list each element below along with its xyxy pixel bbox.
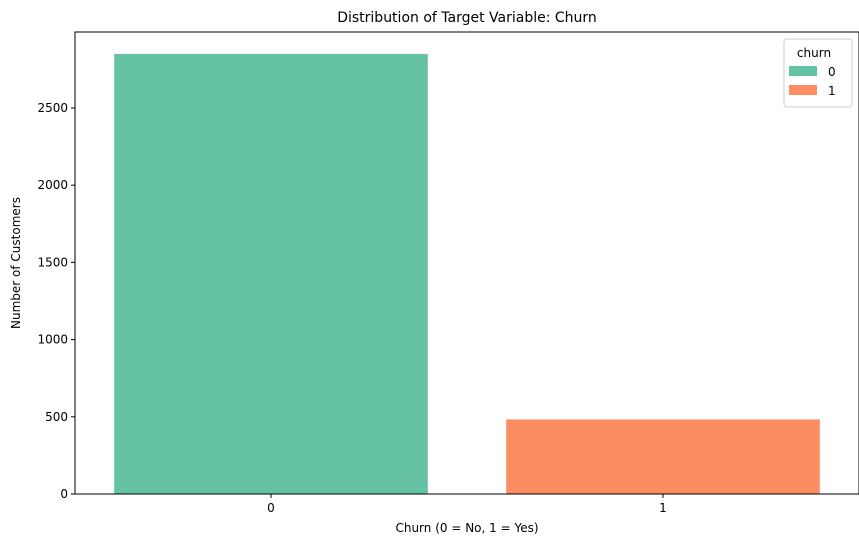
x-tick-label: 0: [267, 501, 275, 515]
y-tick-label: 2000: [37, 178, 68, 192]
chart-title: Distribution of Target Variable: Churn: [337, 10, 597, 26]
bar-1: [506, 419, 820, 494]
y-tick-label: 500: [45, 410, 68, 424]
y-tick-label: 1000: [37, 333, 68, 347]
y-axis-ticks: 0 500 1000 1500 2000 2500: [37, 101, 75, 501]
legend-entries: 01: [789, 65, 836, 98]
legend-label-0: 0: [828, 65, 836, 79]
plot-frame: [74, 31, 859, 495]
legend-swatch-1: [789, 85, 817, 95]
y-tick-label: 2500: [37, 101, 68, 115]
legend: churn 01: [783, 38, 853, 108]
x-tick-label: 1: [659, 501, 667, 515]
y-tick-label: 0: [60, 487, 68, 501]
legend-swatch-0: [789, 66, 817, 76]
bar-0: [114, 53, 428, 494]
bars: [114, 53, 820, 494]
x-axis-label: Churn (0 = No, 1 = Yes): [395, 521, 538, 535]
y-axis-label: Number of Customers: [9, 197, 23, 329]
legend-label-1: 1: [828, 84, 836, 98]
y-tick-label: 1500: [37, 255, 68, 269]
legend-title: churn: [797, 46, 831, 60]
